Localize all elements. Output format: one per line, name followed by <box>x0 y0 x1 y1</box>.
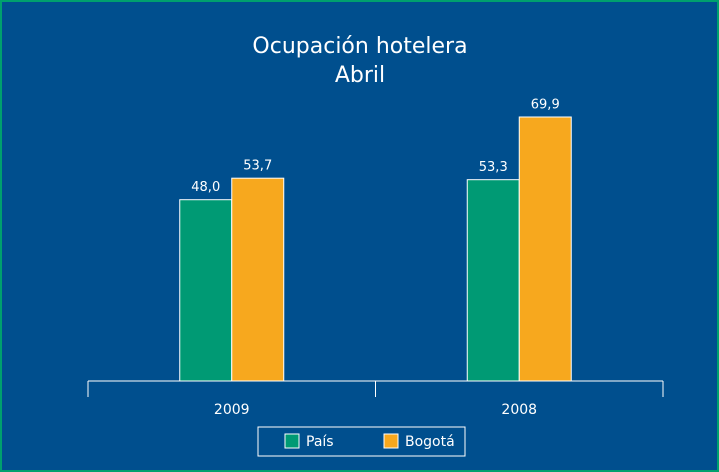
chart-subtitle: Abril <box>335 63 385 88</box>
legend-swatch <box>284 433 300 449</box>
value-label: 53,7 <box>243 159 272 174</box>
value-label: 69,9 <box>531 98 560 113</box>
bar <box>179 199 233 382</box>
legend-label: Bogotá <box>405 434 455 450</box>
bar <box>518 116 572 382</box>
chart-title: Ocupación hotelera <box>252 34 467 59</box>
x-tick-label: 2008 <box>501 402 537 418</box>
bar <box>231 177 285 382</box>
legend-label: País <box>306 434 334 450</box>
legend-box <box>257 426 466 457</box>
value-label: 48,0 <box>191 180 220 195</box>
legend-swatch <box>383 433 399 449</box>
x-tick-label: 2009 <box>214 402 250 418</box>
bar <box>466 179 520 382</box>
value-label: 53,3 <box>479 160 508 175</box>
